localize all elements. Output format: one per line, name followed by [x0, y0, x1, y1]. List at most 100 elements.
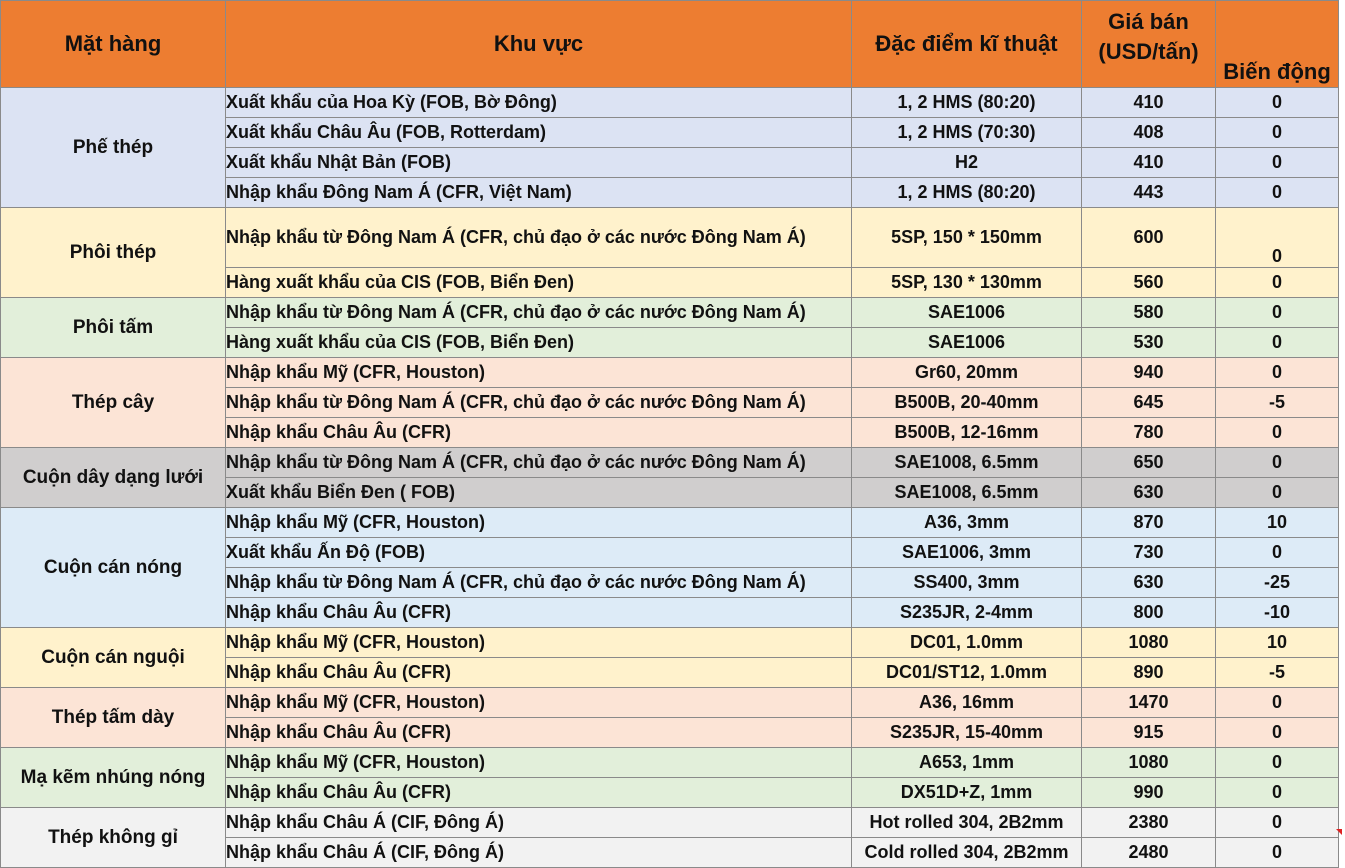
change-cell[interactable]: 0: [1215, 357, 1339, 388]
header-change[interactable]: Biến động: [1215, 0, 1339, 88]
region-cell[interactable]: Hàng xuất khẩu của CIS (FOB, Biển Đen): [225, 267, 852, 298]
change-cell[interactable]: -5: [1215, 657, 1339, 688]
product-cell[interactable]: Mạ kẽm nhúng nóng: [0, 747, 226, 808]
region-cell[interactable]: Xuất khẩu Ấn Độ (FOB): [225, 537, 852, 568]
price-cell[interactable]: 645: [1081, 387, 1216, 418]
region-cell[interactable]: Nhập khẩu từ Đông Nam Á (CFR, chủ đạo ở …: [225, 297, 852, 328]
change-cell[interactable]: 0: [1215, 477, 1339, 508]
price-cell[interactable]: 410: [1081, 87, 1216, 118]
spec-cell[interactable]: A36, 16mm: [851, 687, 1082, 718]
change-cell[interactable]: 0: [1215, 747, 1339, 778]
price-cell[interactable]: 870: [1081, 507, 1216, 538]
product-cell[interactable]: Thép tấm dày: [0, 687, 226, 748]
spec-cell[interactable]: DC01, 1.0mm: [851, 627, 1082, 658]
spec-cell[interactable]: SAE1008, 6.5mm: [851, 477, 1082, 508]
product-cell[interactable]: Thép không gỉ: [0, 807, 226, 868]
region-cell[interactable]: Nhập khẩu từ Đông Nam Á (CFR, chủ đạo ở …: [225, 207, 852, 268]
change-cell[interactable]: 0: [1215, 417, 1339, 448]
change-cell[interactable]: 0: [1215, 147, 1339, 178]
price-cell[interactable]: 1080: [1081, 627, 1216, 658]
product-cell[interactable]: Phế thép: [0, 87, 226, 208]
region-cell[interactable]: Nhập khẩu Mỹ (CFR, Houston): [225, 507, 852, 538]
region-cell[interactable]: Nhập khẩu Mỹ (CFR, Houston): [225, 357, 852, 388]
change-cell[interactable]: 0: [1215, 537, 1339, 568]
product-cell[interactable]: Phôi thép: [0, 207, 226, 298]
price-cell[interactable]: 2380: [1081, 807, 1216, 838]
spec-cell[interactable]: DC01/ST12, 1.0mm: [851, 657, 1082, 688]
spec-cell[interactable]: Cold rolled 304, 2B2mm: [851, 837, 1082, 868]
change-cell[interactable]: 0: [1215, 267, 1339, 298]
change-cell[interactable]: -5: [1215, 387, 1339, 418]
price-cell[interactable]: 780: [1081, 417, 1216, 448]
region-cell[interactable]: Nhập khẩu Châu Âu (CFR): [225, 717, 852, 748]
region-cell[interactable]: Xuất khẩu Châu Âu (FOB, Rotterdam): [225, 117, 852, 148]
price-cell[interactable]: 630: [1081, 477, 1216, 508]
price-cell[interactable]: 2480: [1081, 837, 1216, 868]
region-cell[interactable]: Nhập khẩu Châu Âu (CFR): [225, 597, 852, 628]
price-cell[interactable]: 408: [1081, 117, 1216, 148]
product-cell[interactable]: Phôi tấm: [0, 297, 226, 358]
spec-cell[interactable]: 5SP, 130 * 130mm: [851, 267, 1082, 298]
change-cell[interactable]: 0: [1215, 177, 1339, 208]
spec-cell[interactable]: SAE1006: [851, 297, 1082, 328]
change-cell[interactable]: 10: [1215, 627, 1339, 658]
change-cell[interactable]: 0: [1215, 327, 1339, 358]
price-cell[interactable]: 800: [1081, 597, 1216, 628]
price-cell[interactable]: 1080: [1081, 747, 1216, 778]
change-cell[interactable]: -10: [1215, 597, 1339, 628]
region-cell[interactable]: Nhập khẩu từ Đông Nam Á (CFR, chủ đạo ở …: [225, 447, 852, 478]
spec-cell[interactable]: S235JR, 2-4mm: [851, 597, 1082, 628]
spec-cell[interactable]: H2: [851, 147, 1082, 178]
change-cell[interactable]: 0: [1215, 777, 1339, 808]
header-price[interactable]: Giá bán (USD/tấn): [1081, 0, 1216, 88]
price-cell[interactable]: 630: [1081, 567, 1216, 598]
region-cell[interactable]: Nhập khẩu Mỹ (CFR, Houston): [225, 747, 852, 778]
spec-cell[interactable]: S235JR, 15-40mm: [851, 717, 1082, 748]
spec-cell[interactable]: A653, 1mm: [851, 747, 1082, 778]
change-cell[interactable]: 0: [1215, 837, 1339, 868]
change-cell[interactable]: 10: [1215, 507, 1339, 538]
product-cell[interactable]: Thép cây: [0, 357, 226, 448]
price-cell[interactable]: 915: [1081, 717, 1216, 748]
spec-cell[interactable]: 1, 2 HMS (80:20): [851, 177, 1082, 208]
header-spec[interactable]: Đặc điểm kĩ thuật: [851, 0, 1082, 88]
price-cell[interactable]: 990: [1081, 777, 1216, 808]
region-cell[interactable]: Xuất khẩu của Hoa Kỳ (FOB, Bờ Đông): [225, 87, 852, 118]
region-cell[interactable]: Nhập khẩu Châu Á (CIF, Đông Á): [225, 837, 852, 868]
spec-cell[interactable]: SS400, 3mm: [851, 567, 1082, 598]
change-cell[interactable]: 0: [1215, 807, 1339, 838]
region-cell[interactable]: Nhập khẩu Châu Âu (CFR): [225, 657, 852, 688]
region-cell[interactable]: Nhập khẩu Đông Nam Á (CFR, Việt Nam): [225, 177, 852, 208]
price-cell[interactable]: 600: [1081, 207, 1216, 268]
spec-cell[interactable]: 5SP, 150 * 150mm: [851, 207, 1082, 268]
header-product[interactable]: Mặt hàng: [0, 0, 226, 88]
change-cell[interactable]: -25: [1215, 567, 1339, 598]
spec-cell[interactable]: SAE1008, 6.5mm: [851, 447, 1082, 478]
spec-cell[interactable]: B500B, 20-40mm: [851, 387, 1082, 418]
region-cell[interactable]: Nhập khẩu Châu Âu (CFR): [225, 777, 852, 808]
product-cell[interactable]: Cuộn dây dạng lưới: [0, 447, 226, 508]
change-cell[interactable]: 0: [1215, 687, 1339, 718]
region-cell[interactable]: Nhập khẩu Châu Âu (CFR): [225, 417, 852, 448]
spec-cell[interactable]: B500B, 12-16mm: [851, 417, 1082, 448]
region-cell[interactable]: Nhập khẩu từ Đông Nam Á (CFR, chủ đạo ở …: [225, 387, 852, 418]
price-cell[interactable]: 443: [1081, 177, 1216, 208]
product-cell[interactable]: Cuộn cán nóng: [0, 507, 226, 628]
price-cell[interactable]: 530: [1081, 327, 1216, 358]
region-cell[interactable]: Xuất khẩu Nhật Bản (FOB): [225, 147, 852, 178]
price-cell[interactable]: 410: [1081, 147, 1216, 178]
region-cell[interactable]: Hàng xuất khẩu của CIS (FOB, Biển Đen): [225, 327, 852, 358]
change-cell[interactable]: 0: [1215, 717, 1339, 748]
region-cell[interactable]: Nhập khẩu Châu Á (CIF, Đông Á): [225, 807, 852, 838]
spec-cell[interactable]: DX51D+Z, 1mm: [851, 777, 1082, 808]
product-cell[interactable]: Cuộn cán nguội: [0, 627, 226, 688]
price-cell[interactable]: 1470: [1081, 687, 1216, 718]
spec-cell[interactable]: 1, 2 HMS (80:20): [851, 87, 1082, 118]
spec-cell[interactable]: SAE1006: [851, 327, 1082, 358]
spec-cell[interactable]: SAE1006, 3mm: [851, 537, 1082, 568]
price-cell[interactable]: 730: [1081, 537, 1216, 568]
region-cell[interactable]: Nhập khẩu Mỹ (CFR, Houston): [225, 627, 852, 658]
spec-cell[interactable]: Gr60, 20mm: [851, 357, 1082, 388]
region-cell[interactable]: Nhập khẩu từ Đông Nam Á (CFR, chủ đạo ở …: [225, 567, 852, 598]
change-cell[interactable]: 0: [1215, 447, 1339, 478]
